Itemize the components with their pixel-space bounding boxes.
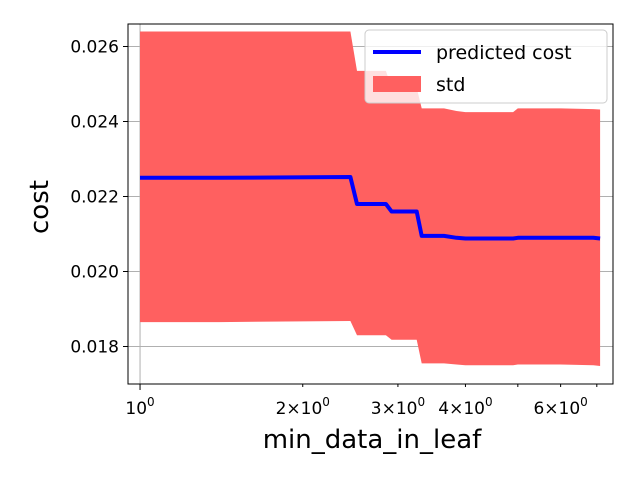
x-tick-label: 3×100 — [371, 395, 425, 419]
x-tick-label: 6×100 — [533, 395, 587, 419]
band-layer — [140, 31, 601, 366]
y-tick-label: 0.018 — [70, 338, 119, 358]
legend-band-swatch — [373, 76, 421, 92]
std-band — [140, 31, 601, 366]
legend: predicted cost std — [364, 29, 608, 104]
y-tick-label: 0.020 — [70, 263, 119, 283]
x-tick-label: 4×100 — [438, 395, 492, 419]
y-tick-label: 0.024 — [70, 113, 119, 133]
line-layer — [140, 175, 601, 241]
predicted-cost-line — [140, 175, 601, 241]
legend-label-predicted-cost: predicted cost — [436, 42, 572, 64]
plot-frame — [127, 23, 614, 385]
x-tick-label: 2×100 — [276, 395, 330, 419]
y-tick-label: 0.022 — [70, 188, 119, 208]
x-axis-label: min_data_in_leaf — [263, 425, 482, 455]
x-tick-label: 100 — [125, 395, 154, 419]
y-axis-label: cost — [25, 180, 55, 234]
legend-box — [364, 29, 608, 104]
legend-label-std: std — [436, 74, 465, 96]
axes-layer — [127, 23, 614, 385]
ticks-layer: 0.018 0.020 0.022 0.024 0.026 100 2×100 3×100 4×… — [70, 38, 598, 419]
y-tick-label: 0.026 — [70, 38, 119, 58]
